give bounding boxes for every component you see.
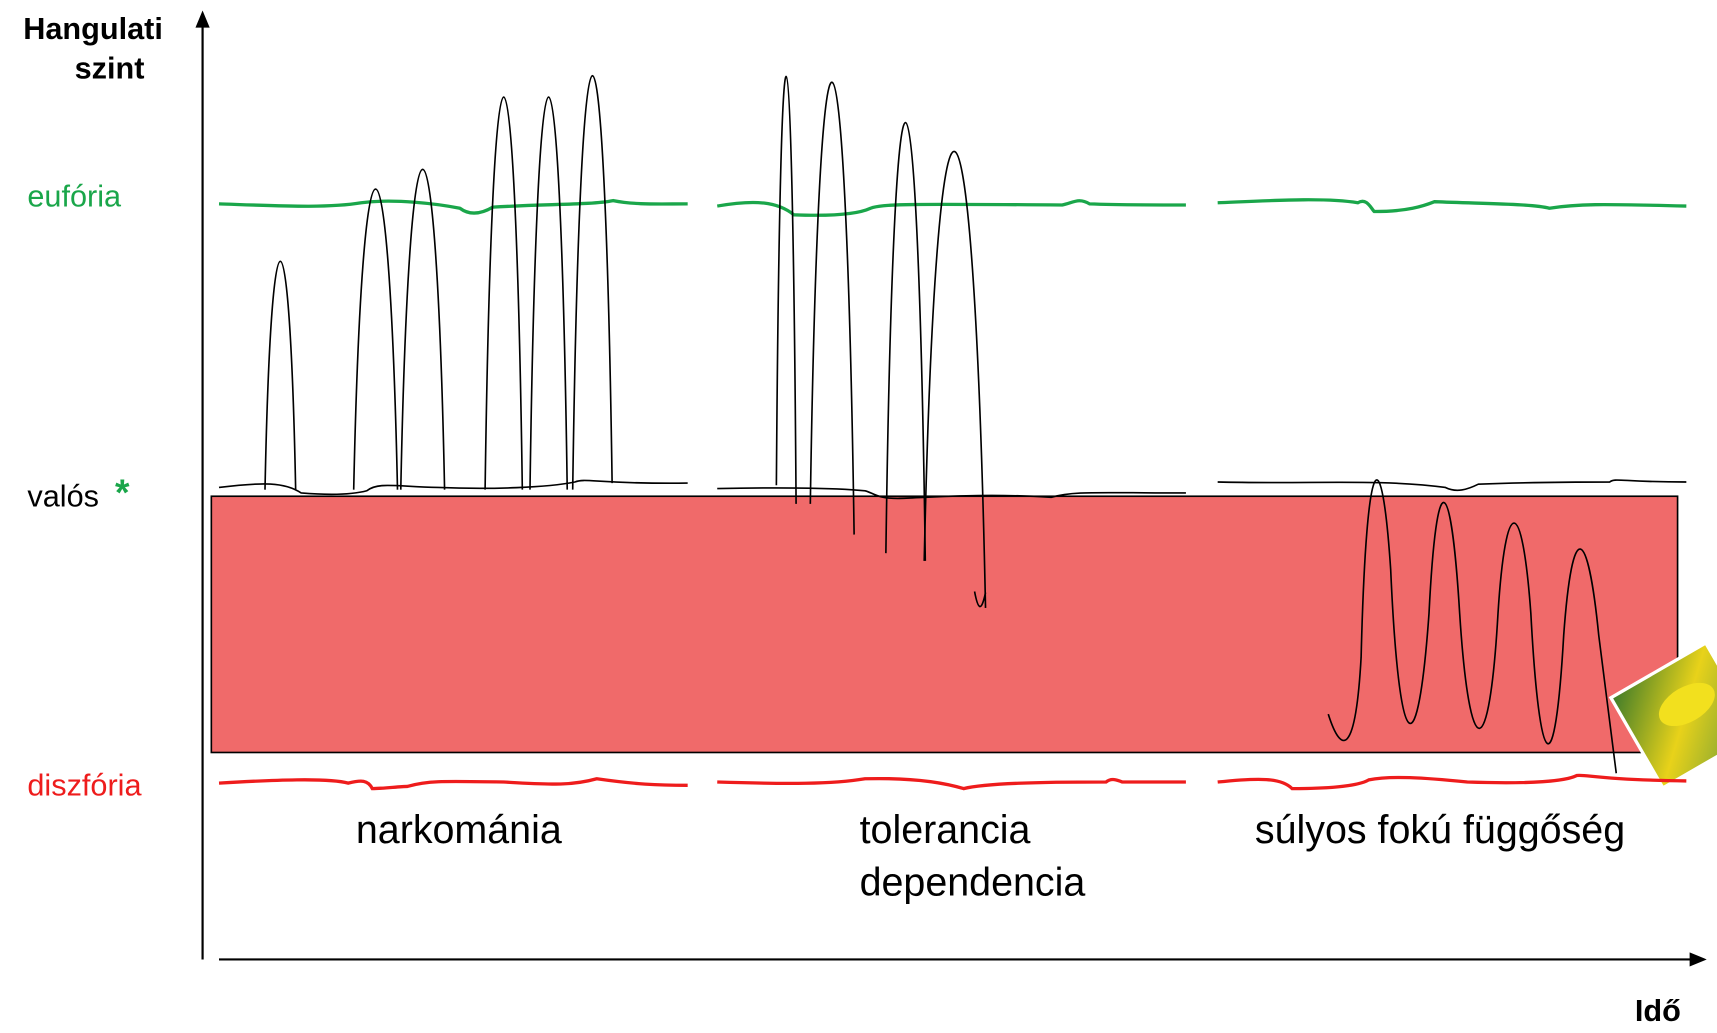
dysphoria-lines xyxy=(218,773,1687,791)
level-label: valós xyxy=(27,480,99,514)
level-marker: * xyxy=(115,471,130,513)
level-label: eufória xyxy=(27,179,122,213)
euphoria-lines xyxy=(218,198,1687,217)
phase-label: súlyos fokú függőség xyxy=(1255,808,1625,852)
real-lines xyxy=(218,479,1687,500)
axes xyxy=(195,10,1707,967)
spike xyxy=(809,81,855,535)
photo xyxy=(1608,640,1717,791)
x-axis-title: Idő xyxy=(1635,994,1681,1028)
spike xyxy=(399,168,446,490)
spike xyxy=(264,260,297,490)
spike xyxy=(352,188,399,490)
phase-label: tolerancia xyxy=(860,808,1031,852)
spike xyxy=(885,122,927,561)
phase-label: narkománia xyxy=(356,808,562,852)
spike xyxy=(571,74,613,490)
dysphoric-zone xyxy=(210,495,1679,754)
y-axis-title: Hangulati xyxy=(23,12,163,46)
spike xyxy=(923,150,987,608)
y-axis-title: szint xyxy=(75,51,145,85)
spike xyxy=(973,591,987,608)
spike xyxy=(484,96,524,490)
level-label: diszfória xyxy=(27,769,142,803)
spike xyxy=(529,96,569,490)
phase-label: dependencia xyxy=(860,860,1086,904)
oscillation xyxy=(1327,479,1618,774)
spike xyxy=(775,75,797,504)
mood-swings xyxy=(264,74,1618,774)
